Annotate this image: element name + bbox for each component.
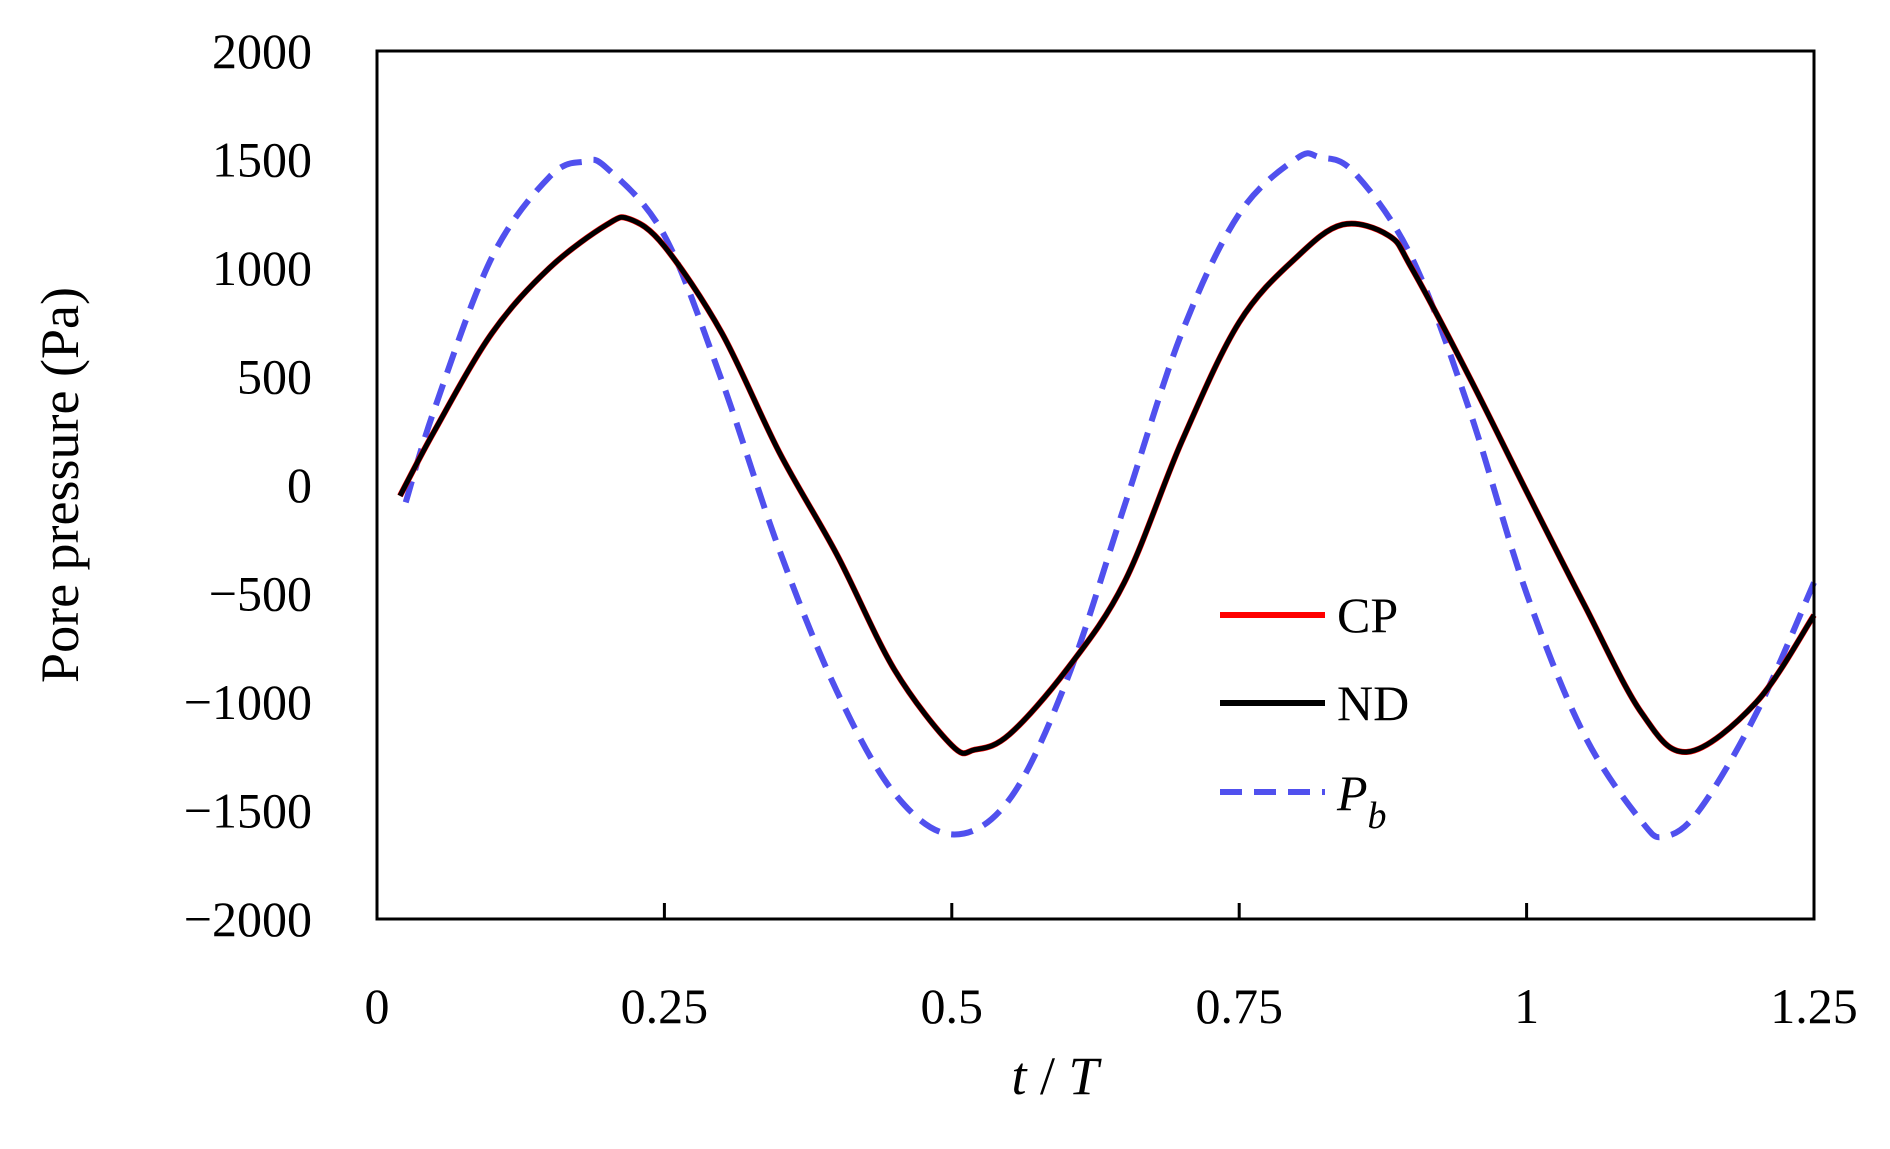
y-tick-label: −2000 <box>184 891 312 947</box>
y-tick-label: 500 <box>237 349 312 405</box>
legend-label-pb-main: P <box>1336 765 1368 821</box>
x-tick-label: 0.25 <box>621 978 709 1034</box>
y-tick-label: 2000 <box>212 23 312 79</box>
plot-frame <box>375 49 1816 921</box>
legend-label-nd: ND <box>1337 675 1409 731</box>
y-tick-label: 0 <box>287 457 312 513</box>
y-axis-title: Pore pressure (Pa) <box>30 287 90 683</box>
x-tick-label: 0.75 <box>1195 978 1283 1034</box>
x-axis-title-var2: T <box>1068 1046 1102 1106</box>
series-line-nd <box>397 214 1817 756</box>
y-tick-label: 1500 <box>212 132 312 188</box>
y-tick-label: −1000 <box>184 674 312 730</box>
series-line-pb <box>402 150 1817 841</box>
x-axis-title: t / T <box>1011 1046 1102 1106</box>
series-layer <box>397 150 1817 841</box>
legend-label-pb-sub: b <box>1368 795 1387 837</box>
y-tick-label: 1000 <box>212 240 312 296</box>
x-tick-label: 0 <box>365 978 390 1034</box>
series-line-cp <box>397 214 1817 757</box>
x-tick-label: 1 <box>1514 978 1539 1034</box>
legend-label-pb: Pb <box>1336 765 1387 837</box>
legend: CP ND Pb <box>1220 587 1409 837</box>
y-tick-label: −500 <box>209 566 312 622</box>
y-tick-label: −1500 <box>184 783 312 839</box>
x-tick-label: 1.25 <box>1770 978 1858 1034</box>
ticks-layer: 0 0.25 0.5 0.75 1 1.25 2000 1500 1000 500 0 −500 −10… <box>184 23 1858 1034</box>
legend-label-cp: CP <box>1337 587 1398 643</box>
x-axis-title-var1: t <box>1011 1046 1028 1106</box>
x-axis-title-sep: / <box>1026 1046 1068 1106</box>
x-tick-label: 0.5 <box>921 978 984 1034</box>
